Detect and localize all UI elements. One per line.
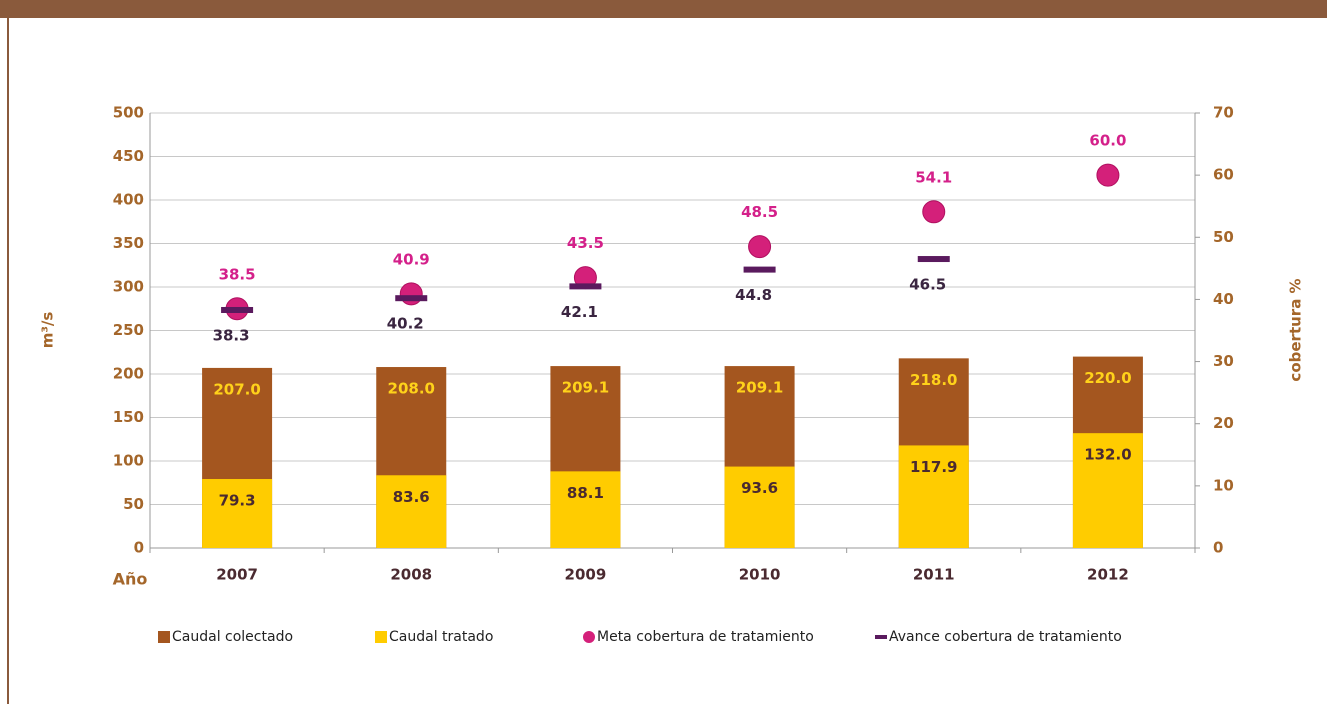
point-value-label: 54.1 bbox=[915, 168, 952, 186]
frame-left bbox=[7, 18, 9, 704]
bar bbox=[376, 475, 447, 548]
bar bbox=[202, 479, 273, 548]
point-value-label: 40.9 bbox=[393, 250, 430, 268]
header-bar bbox=[0, 0, 1327, 18]
x-axis-label: Año bbox=[113, 570, 148, 589]
y-tick-label: 300 bbox=[113, 278, 144, 296]
legend-label: Avance cobertura de tratamiento bbox=[889, 629, 1122, 645]
progress-dash bbox=[917, 256, 950, 263]
dash-value-label: 38.3 bbox=[213, 326, 250, 344]
legend-label: Caudal tratado bbox=[389, 629, 493, 645]
legend-swatch bbox=[875, 635, 887, 639]
y-tick-label: 150 bbox=[113, 408, 144, 426]
dash-value-label: 40.2 bbox=[387, 315, 424, 333]
x-tick-label: 2010 bbox=[739, 566, 781, 584]
y-tick-label: 100 bbox=[113, 452, 144, 470]
bar-value-label: 207.0 bbox=[213, 380, 260, 398]
progress-dash bbox=[395, 295, 428, 302]
point-value-label: 38.5 bbox=[219, 265, 256, 283]
point-value-label: 48.5 bbox=[741, 203, 778, 221]
dash-value-label: 44.8 bbox=[735, 286, 772, 304]
y-tick-label: 500 bbox=[113, 104, 144, 122]
x-tick-label: 2011 bbox=[913, 566, 955, 584]
bar-value-label: 209.1 bbox=[562, 379, 609, 397]
bar-value-label: 93.6 bbox=[741, 479, 778, 497]
point-value-label: 43.5 bbox=[567, 234, 604, 252]
y2-tick-label: 60 bbox=[1213, 166, 1234, 184]
y2-tick-label: 10 bbox=[1213, 476, 1234, 494]
bar-value-label: 209.1 bbox=[736, 379, 783, 397]
legend-swatch bbox=[375, 631, 387, 643]
target-point bbox=[399, 282, 423, 306]
bar bbox=[1072, 433, 1143, 548]
target-point bbox=[922, 200, 946, 224]
y2-tick-label: 30 bbox=[1213, 352, 1234, 370]
dash-value-label: 42.1 bbox=[561, 303, 598, 321]
x-tick-label: 2008 bbox=[390, 566, 432, 584]
legend-label: Meta cobertura de tratamiento bbox=[597, 629, 814, 645]
bar-value-label: 117.9 bbox=[910, 458, 957, 476]
target-point bbox=[1096, 163, 1120, 187]
legend-label: Caudal colectado bbox=[172, 629, 293, 645]
bar bbox=[898, 445, 969, 548]
y-tick-label: 200 bbox=[113, 365, 144, 383]
x-tick-label: 2009 bbox=[565, 566, 607, 584]
bar-value-label: 208.0 bbox=[388, 380, 435, 398]
y2-tick-label: 20 bbox=[1213, 414, 1234, 432]
y-axis-label: m³/s bbox=[39, 312, 57, 349]
bar bbox=[550, 471, 621, 548]
y-tick-label: 450 bbox=[113, 147, 144, 165]
y2-tick-label: 70 bbox=[1213, 104, 1234, 122]
progress-dash bbox=[569, 283, 602, 290]
y-tick-label: 250 bbox=[113, 321, 144, 339]
x-tick-label: 2007 bbox=[216, 566, 258, 584]
y2-tick-label: 0 bbox=[1213, 539, 1223, 557]
x-tick-label: 2012 bbox=[1087, 566, 1129, 584]
bar-value-label: 220.0 bbox=[1084, 369, 1131, 387]
legend-swatch bbox=[158, 631, 170, 643]
bar-value-label: 83.6 bbox=[393, 488, 430, 506]
y-tick-label: 350 bbox=[113, 234, 144, 252]
y-tick-label: 400 bbox=[113, 191, 144, 209]
y2-axis-label: cobertura % bbox=[1287, 278, 1305, 381]
y2-tick-label: 50 bbox=[1213, 228, 1234, 246]
dash-value-label: 46.5 bbox=[909, 276, 946, 294]
bar-value-label: 132.0 bbox=[1084, 446, 1131, 464]
bar-value-label: 218.0 bbox=[910, 371, 957, 389]
bar-value-label: 79.3 bbox=[219, 492, 256, 510]
progress-dash bbox=[743, 266, 776, 273]
point-value-label: 60.0 bbox=[1089, 132, 1126, 150]
progress-dash bbox=[221, 306, 254, 313]
bar-value-label: 88.1 bbox=[567, 484, 604, 502]
y2-tick-label: 40 bbox=[1213, 290, 1234, 308]
target-point bbox=[748, 235, 772, 259]
bar bbox=[724, 466, 795, 548]
y-tick-label: 50 bbox=[123, 495, 144, 513]
legend-swatch bbox=[583, 631, 595, 643]
y-tick-label: 0 bbox=[134, 539, 144, 557]
